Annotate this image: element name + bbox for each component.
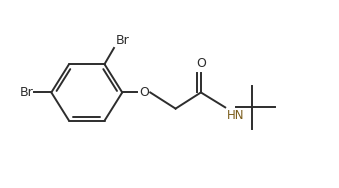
Text: HN: HN: [227, 109, 244, 122]
Text: Br: Br: [19, 86, 33, 99]
Text: Br: Br: [115, 34, 129, 47]
Text: O: O: [139, 86, 149, 99]
Text: O: O: [196, 57, 206, 70]
